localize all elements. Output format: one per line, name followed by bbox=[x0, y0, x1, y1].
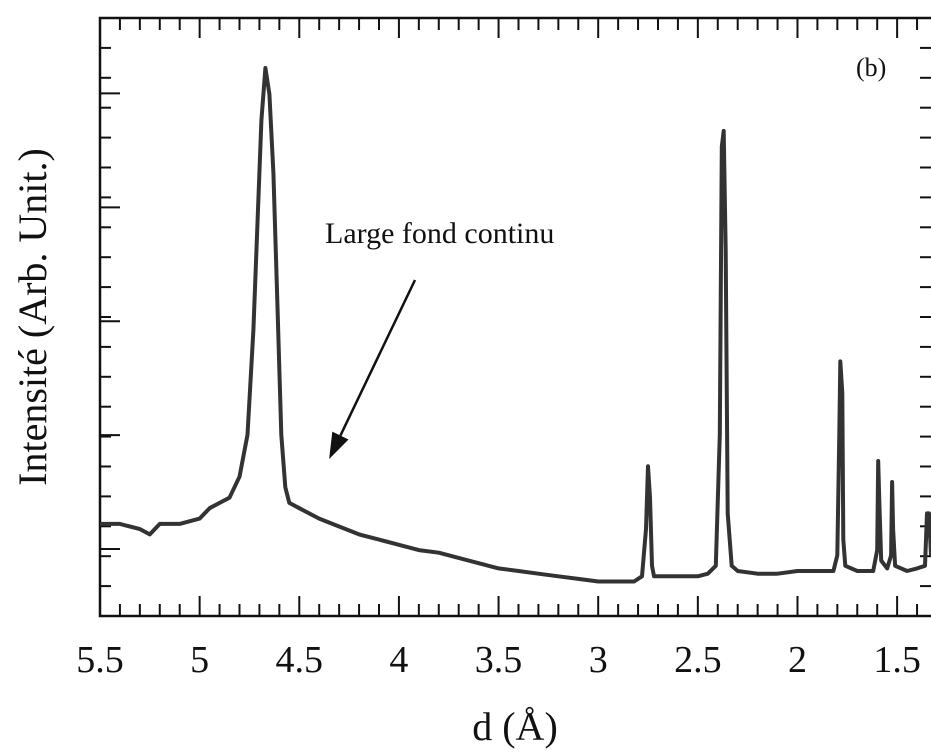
x-tick-label: 5.5 bbox=[76, 639, 124, 681]
x-axis-title: d (Å) bbox=[472, 704, 558, 749]
plot-frame bbox=[98, 16, 931, 618]
y-axis-title: Intensité (Arb. Unit.) bbox=[10, 148, 55, 486]
series-line bbox=[100, 66, 931, 584]
x-tick-label: 5 bbox=[190, 639, 209, 681]
panel-label: (b) bbox=[856, 53, 886, 82]
x-tick-label: 4.5 bbox=[276, 639, 324, 681]
x-tick-label: 2.5 bbox=[674, 639, 722, 681]
x-tick-label: 3 bbox=[589, 639, 608, 681]
annotation: Large fond continu bbox=[325, 217, 554, 459]
tick-marks bbox=[99, 18, 931, 616]
annotation-arrow bbox=[339, 279, 417, 437]
annotation-arrowhead bbox=[329, 431, 349, 459]
x-tick-label: 2 bbox=[788, 639, 807, 681]
x-tick-label: 3.5 bbox=[475, 639, 523, 681]
annotation-text: Large fond continu bbox=[325, 217, 554, 250]
x-tick-label: 4 bbox=[389, 639, 408, 681]
x-tick-label: 1.5 bbox=[873, 639, 921, 681]
x-tick-labels: 5.5 5 4.5 4 3.5 3 2.5 2 1.5 bbox=[76, 639, 921, 681]
axes-frame bbox=[98, 16, 931, 618]
